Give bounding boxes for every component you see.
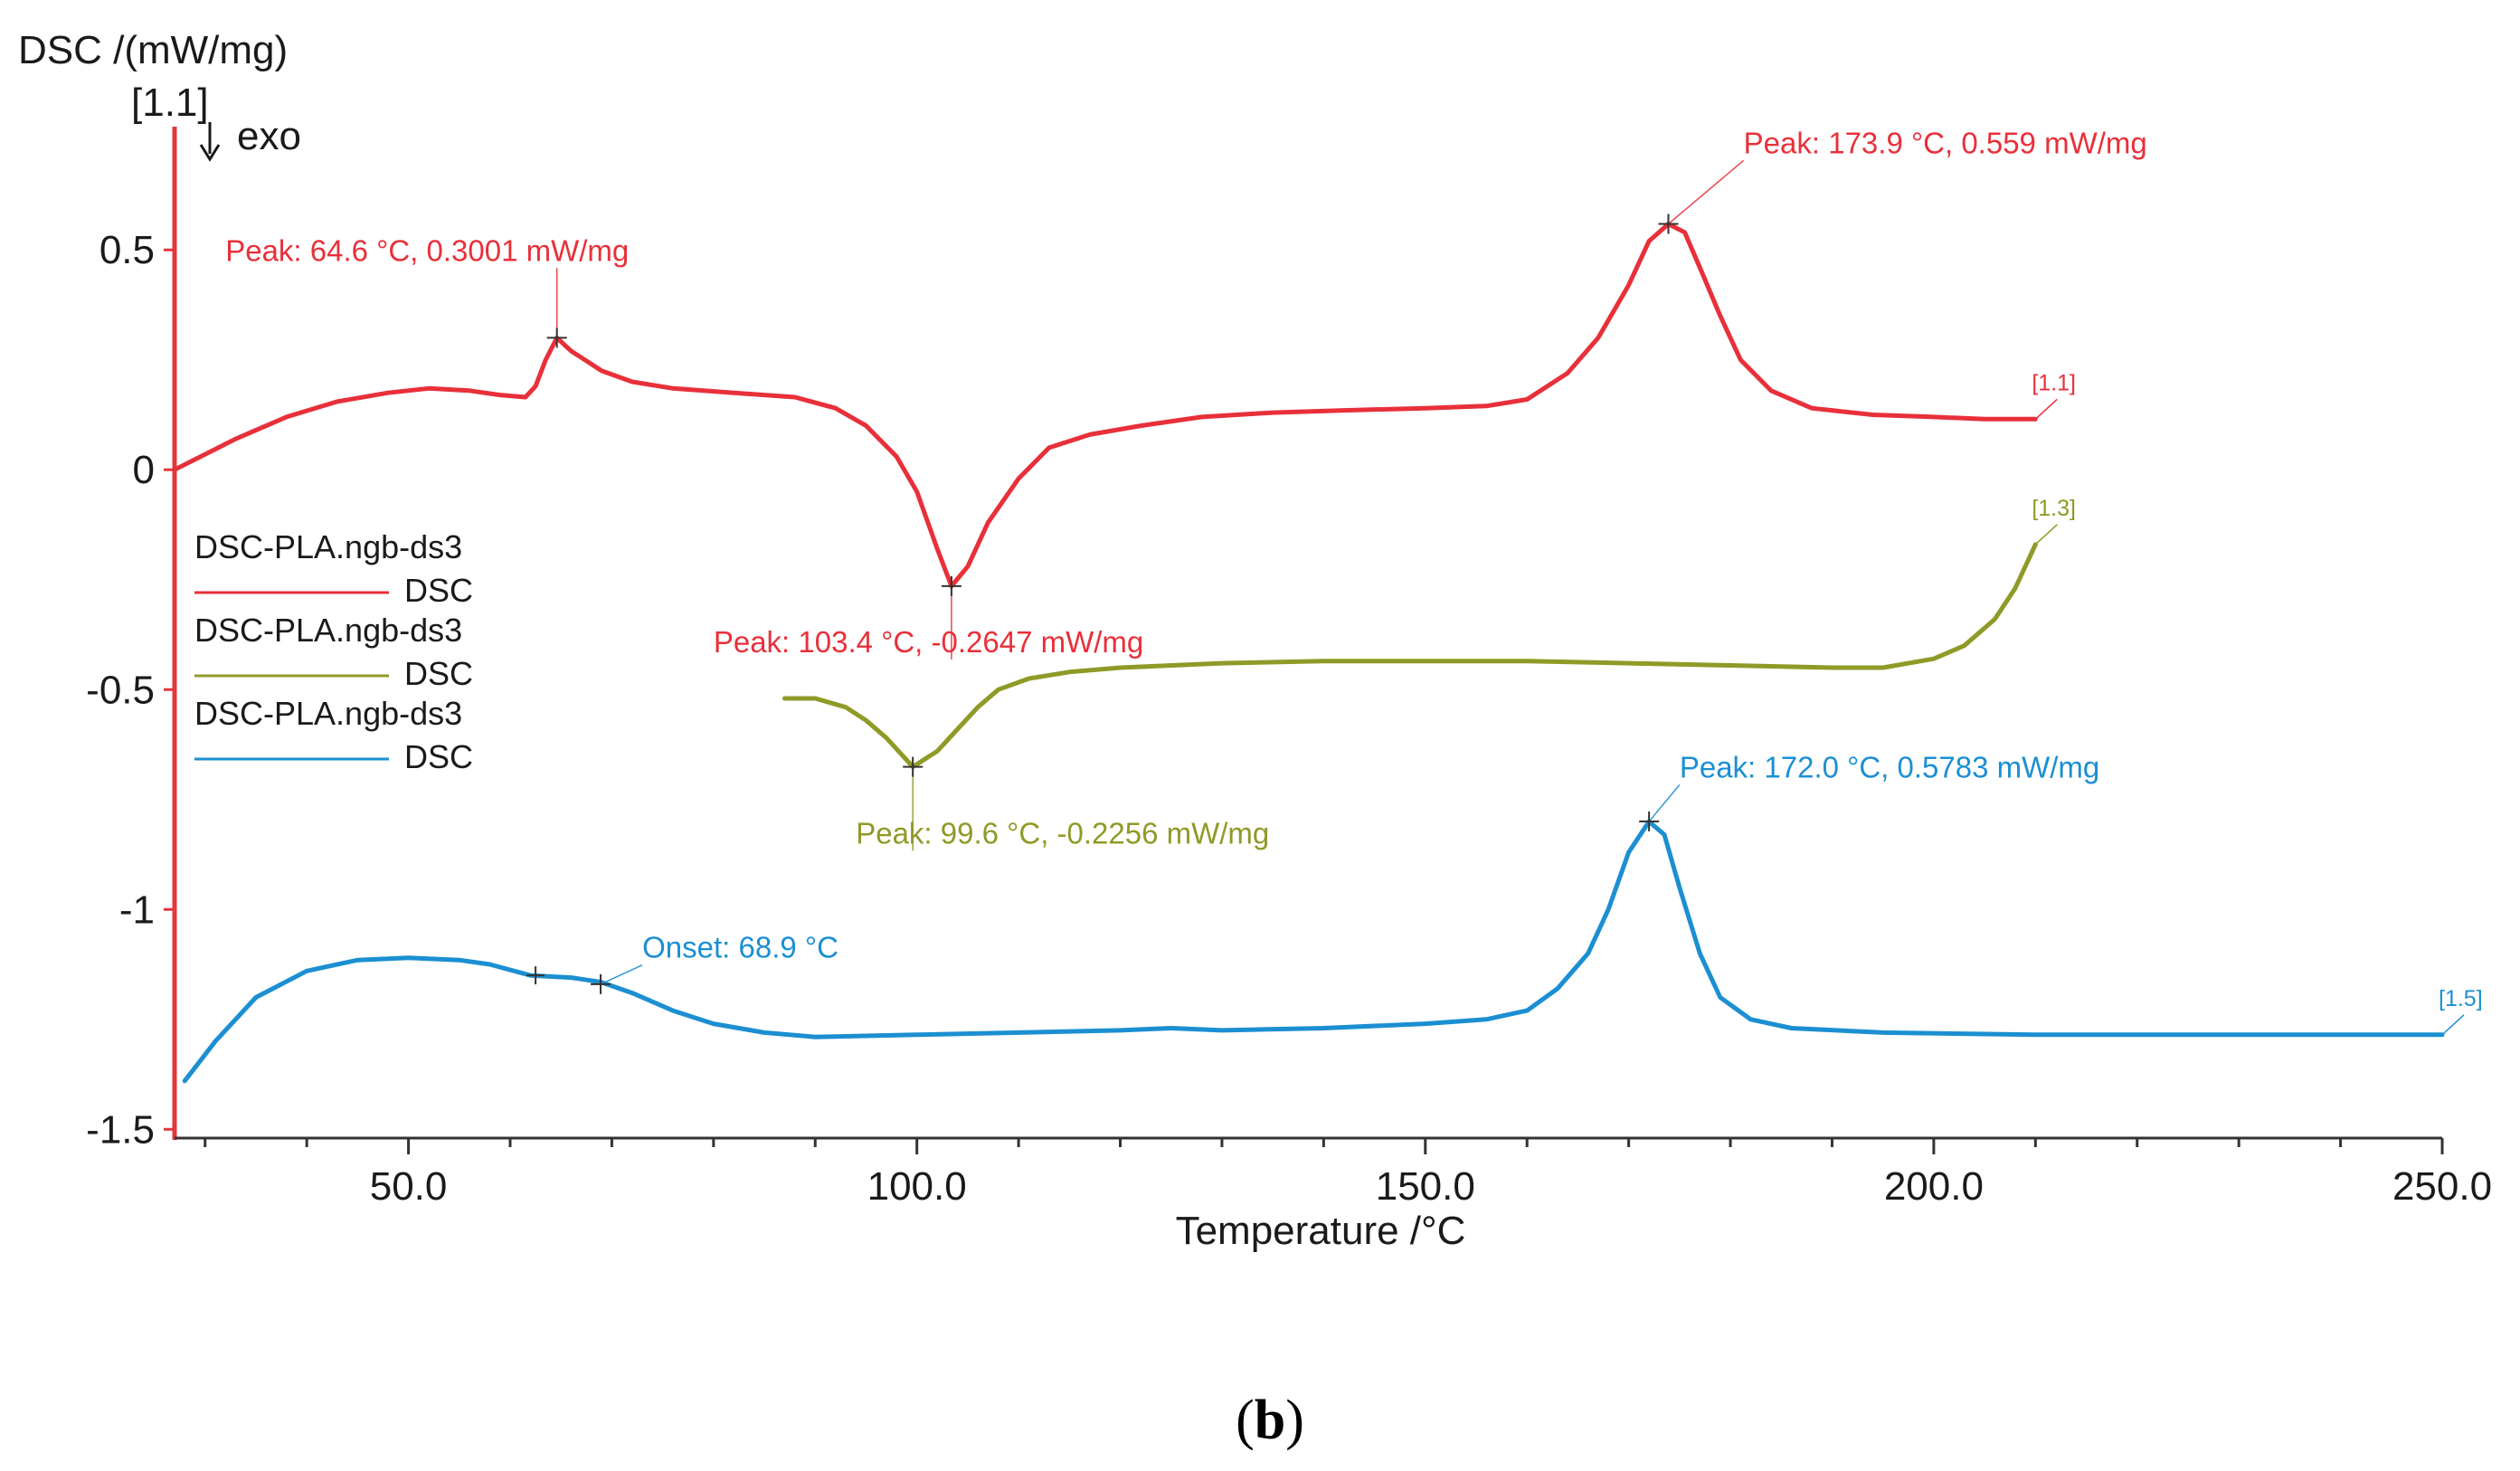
series-tag-leader: [2034, 524, 2058, 546]
exo-label: exo: [237, 114, 301, 158]
annotation-leader: [600, 964, 643, 985]
y-tick-label: -1: [119, 887, 155, 932]
onset-start-marker: [526, 966, 545, 985]
annotation-label: Onset: 68.9 °C: [642, 931, 838, 964]
annotation-marker: [1639, 811, 1660, 832]
legend-entry-name: DSC-PLA.ngb-ds3: [194, 528, 462, 565]
legend: DSC-PLA.ngb-ds3DSCDSC-PLA.ngb-ds3DSCDSC-…: [194, 528, 473, 775]
y-axis-extra-label: [1.1]: [131, 81, 209, 125]
series-tags: [1.1] [1.3] [1.5]: [2032, 370, 2483, 1036]
series-tag-s3: [1.5]: [2439, 986, 2483, 1011]
x-tick-label: 100.0: [867, 1164, 967, 1209]
y-ticks: 0.5 0 -0.5 -1 -1.5: [86, 228, 175, 1152]
legend-entry-sublabel: DSC: [404, 655, 473, 692]
x-tick-label: 150.0: [1376, 1164, 1475, 1209]
annotation-label: Peak: 64.6 °C, 0.3001 mW/mg: [225, 233, 629, 267]
caption-close-paren: ): [1285, 1390, 1304, 1451]
annotation-leader: [1667, 159, 1745, 225]
series-line-s3: [182, 819, 2445, 1084]
figure-caption: (b): [1236, 1390, 1304, 1451]
annotation-marker: [941, 575, 962, 596]
series-line-s1: [172, 222, 2038, 589]
series-tag-leader: [2034, 398, 2058, 420]
annotation-marker: [591, 973, 611, 994]
legend-entry-name: DSC-PLA.ngb-ds3: [194, 612, 462, 649]
x-tick-label: 200.0: [1884, 1164, 1984, 1209]
legend-entry-name: DSC-PLA.ngb-ds3: [194, 695, 462, 732]
annotation-leader: [1648, 783, 1681, 822]
series-tag-leader: [2441, 1014, 2465, 1036]
caption-open-paren: (: [1236, 1390, 1255, 1451]
annotation-marker: [1658, 214, 1679, 234]
caption-letter: b: [1255, 1390, 1285, 1451]
series-tag-s1: [1.1]: [2032, 370, 2076, 395]
x-tick-label: 250.0: [2392, 1164, 2492, 1209]
y-tick-label: -0.5: [86, 668, 155, 712]
y-tick-label: -1.5: [86, 1107, 155, 1152]
x-ticks: 50.0 100.0 150.0 200.0 250.0: [204, 1138, 2492, 1209]
y-tick-label: 0: [133, 448, 155, 492]
x-axis-title: Temperature /°C: [1176, 1209, 1466, 1253]
series-line-s2: [782, 542, 2038, 770]
series-layer: [172, 222, 2445, 1084]
annotation-label: Peak: 172.0 °C, 0.5783 mW/mg: [1680, 750, 2099, 783]
legend-entry-sublabel: DSC: [404, 738, 473, 775]
annotation-marker: [546, 327, 567, 348]
annotation-marker: [903, 756, 924, 777]
annotation-label: Peak: 173.9 °C, 0.559 mW/mg: [1744, 126, 2147, 159]
x-tick-label: 50.0: [370, 1164, 448, 1209]
annotation-layer: Peak: 64.6 °C, 0.3001 mW/mg Peak: 103.4 °…: [225, 126, 2147, 994]
y-tick-label: 0.5: [99, 228, 155, 272]
annotation-label: Peak: 99.6 °C, -0.2256 mW/mg: [856, 816, 1269, 849]
y-axis-title: DSC /(mW/mg): [18, 28, 288, 72]
annotation-label: Peak: 103.4 °C, -0.2647 mW/mg: [714, 625, 1143, 659]
series-tag-s2: [1.3]: [2032, 496, 2076, 521]
legend-entry-sublabel: DSC: [404, 572, 473, 609]
exo-arrow-icon: [199, 122, 221, 162]
